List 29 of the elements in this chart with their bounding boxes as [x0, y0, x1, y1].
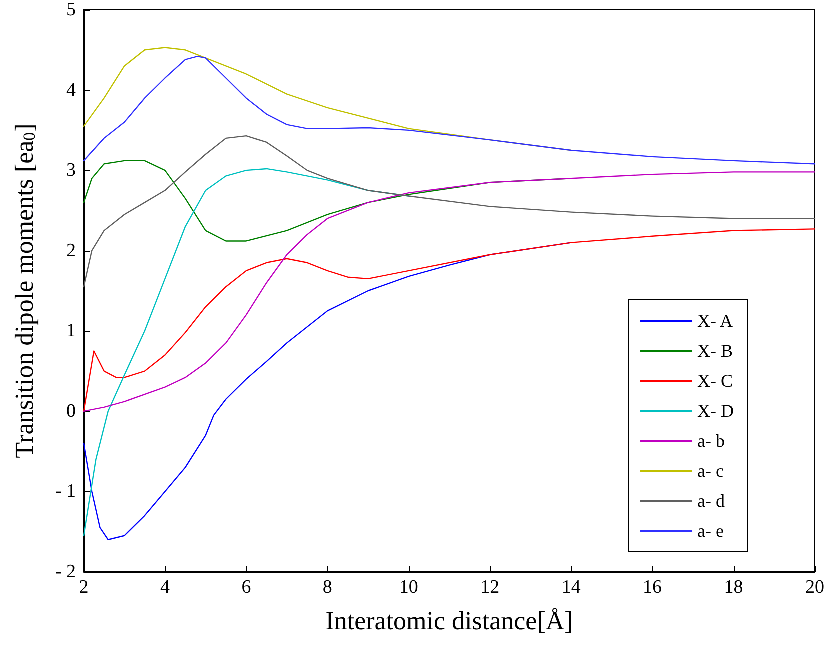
x-axis-title: Interatomic distance[Å] [326, 606, 574, 636]
x-tick-label: 8 [322, 577, 332, 598]
y-tick-label: 4 [66, 80, 76, 101]
x-tick-label: 10 [399, 577, 418, 598]
legend-label: a- c [698, 461, 724, 481]
x-tick-label: 20 [806, 577, 824, 598]
x-tick-label: 4 [160, 577, 170, 598]
legend-label: X- D [698, 401, 734, 421]
y-tick-label: 1 [66, 320, 76, 342]
y-tick-label: 3 [66, 160, 76, 182]
y-tick-label: - 2 [55, 562, 76, 582]
legend-label: X- B [698, 341, 734, 361]
x-tick-label: 18 [724, 577, 744, 598]
legend-label: a- b [698, 431, 725, 451]
line-series [83, 56, 816, 165]
y-tick-label: - 1 [55, 481, 76, 502]
y-tick-label: 2 [66, 240, 76, 262]
y-tick-label: 0 [66, 400, 76, 422]
x-tick-label: 14 [562, 577, 582, 598]
y-tick-label: 5 [66, 0, 76, 20]
legend-label: X- C [698, 371, 734, 391]
legend-label: a- e [698, 521, 724, 541]
x-tick-label: 16 [643, 577, 662, 598]
legend-label: X- A [698, 311, 734, 331]
x-tick-label: 12 [480, 577, 500, 598]
line-series [83, 135, 816, 288]
x-tick-label: 6 [242, 577, 252, 598]
legend-label: a- d [698, 491, 725, 511]
y-axis-title: Transition dipole moments [ea0] [10, 124, 39, 458]
